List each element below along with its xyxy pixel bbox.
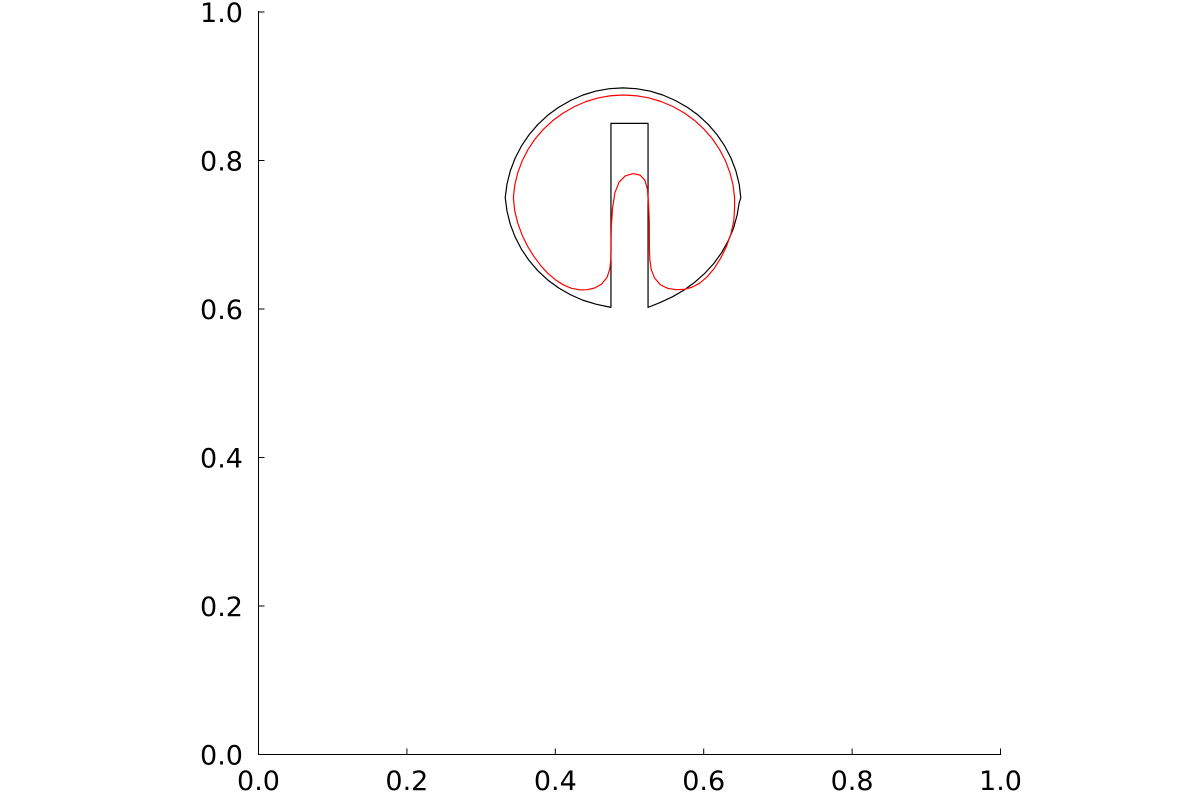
y-tick-label: 0.6 bbox=[200, 295, 243, 326]
y-tick-group: 0.0 0.2 0.4 0.6 0.8 1.0 bbox=[200, 0, 265, 772]
y-tick-label: 0.2 bbox=[200, 592, 243, 623]
y-tick-label: 1.0 bbox=[200, 0, 243, 29]
x-tick-label: 0.8 bbox=[831, 766, 874, 797]
y-tick-label: 0.8 bbox=[200, 147, 243, 178]
y-tick-label: 0.0 bbox=[200, 741, 243, 772]
series-layer bbox=[504, 87, 742, 308]
x-tick-label: 1.0 bbox=[979, 766, 1022, 797]
x-tick-label: 0.6 bbox=[682, 766, 725, 797]
x-tick-label: 0.2 bbox=[385, 766, 428, 797]
x-tick-label: 0.4 bbox=[534, 766, 577, 797]
x-tick-label: 0.0 bbox=[237, 766, 280, 797]
x-tick-group: 0.0 0.2 0.4 0.6 0.8 1.0 bbox=[237, 748, 1022, 797]
series-line-0 bbox=[504, 87, 742, 308]
y-tick-label: 0.4 bbox=[200, 444, 243, 475]
series-line-1 bbox=[512, 94, 736, 291]
